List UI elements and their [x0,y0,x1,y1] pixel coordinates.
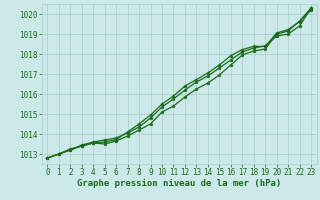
X-axis label: Graphe pression niveau de la mer (hPa): Graphe pression niveau de la mer (hPa) [77,179,281,188]
